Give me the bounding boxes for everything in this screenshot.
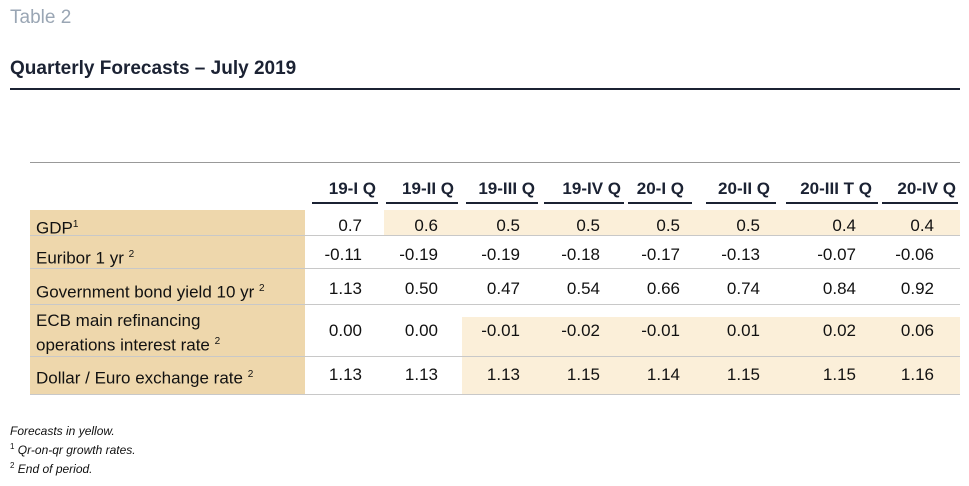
header-underline: [544, 202, 624, 204]
table-title: Quarterly Forecasts – July 2019: [10, 58, 297, 79]
cell-dollar-euro-20-iii-t-q: 1.15: [822, 365, 856, 384]
cell-ecb-rate-20-iv-q: 0.06: [900, 321, 934, 340]
cell-euribor-19-iv-q: -0.18: [561, 245, 600, 264]
row-divider: [30, 304, 960, 305]
header-underline: [466, 202, 538, 204]
cell-dollar-euro-19-i-q: 1.13: [328, 365, 362, 384]
cell-bond-yield-20-ii-q: 0.74: [726, 279, 760, 298]
cell-ecb-rate-19-ii-q: 0.00: [404, 321, 438, 340]
header-underline: [312, 202, 378, 204]
cell-euribor-20-iii-t-q: -0.07: [817, 245, 856, 264]
forecast-highlight: [384, 210, 960, 235]
cell-dollar-euro-20-ii-q: 1.15: [726, 365, 760, 384]
table-top-rule: [30, 162, 960, 163]
title-divider: [10, 88, 960, 90]
note-end-of-period: 2 End of period.: [10, 461, 93, 476]
cell-ecb-rate-20-i-q: -0.01: [641, 321, 680, 340]
column-header-19-iv-q: 19-IV Q: [562, 179, 621, 198]
cell-euribor-19-ii-q: -0.19: [399, 245, 438, 264]
table-notes: Forecasts in yellow. 1 Qr-on-qr growth r…: [10, 424, 136, 477]
column-header-20-iv-q: 20-IV Q: [897, 179, 956, 198]
header-underline: [882, 202, 958, 204]
cell-dollar-euro-19-iii-q: 1.13: [486, 365, 520, 384]
cell-ecb-rate-20-iii-t-q: 0.02: [822, 321, 856, 340]
cell-bond-yield-19-iv-q: 0.54: [566, 279, 600, 298]
cell-euribor-19-i-q: -0.11: [324, 245, 363, 264]
row-label-dollar-euro: Dollar / Euro exchange rate 2: [36, 368, 254, 388]
cell-bond-yield-20-iv-q: 0.92: [900, 279, 934, 298]
column-header-19-ii-q: 19-II Q: [402, 179, 454, 198]
row-label-column: [30, 210, 305, 394]
column-header-19-i-q: 19-I Q: [328, 179, 376, 198]
cell-gdp-20-ii-q: 0.5: [736, 216, 760, 235]
table-number-label: Table 2: [10, 7, 72, 28]
row-divider: [30, 394, 960, 395]
cell-gdp-20-iv-q: 0.4: [910, 216, 934, 235]
cell-dollar-euro-19-iv-q: 1.15: [566, 365, 600, 384]
row-label-bond-yield: Government bond yield 10 yr 2: [36, 282, 265, 302]
cell-gdp-19-i-q: 0.7: [338, 216, 362, 235]
cell-euribor-20-iv-q: -0.06: [895, 245, 934, 264]
cell-dollar-euro-19-ii-q: 1.13: [404, 365, 438, 384]
cell-ecb-rate-19-i-q: 0.00: [328, 321, 362, 340]
forecast-highlight: [462, 317, 960, 394]
cell-bond-yield-20-i-q: 0.66: [646, 279, 680, 298]
cell-bond-yield-20-iii-t-q: 0.84: [822, 279, 856, 298]
header-underline: [786, 202, 878, 204]
column-header-20-iii-t-q: 20-III T Q: [800, 179, 872, 198]
header-underline: [386, 202, 458, 204]
note-forecasts: Forecasts in yellow.: [10, 424, 115, 438]
cell-gdp-20-i-q: 0.5: [656, 216, 680, 235]
row-divider: [30, 268, 960, 269]
cell-euribor-20-i-q: -0.17: [641, 245, 680, 264]
column-header-20-i-q: 20-I Q: [636, 179, 684, 198]
cell-euribor-20-ii-q: -0.13: [721, 245, 760, 264]
row-label-ecb-rate: ECB main refinancing operations interest …: [36, 311, 221, 355]
header-underline: [628, 202, 692, 204]
header-underline: [706, 202, 776, 204]
column-header-19-iii-q: 19-III Q: [478, 179, 535, 198]
row-divider: [30, 356, 960, 357]
cell-bond-yield-19-i-q: 1.13: [328, 279, 362, 298]
row-label-euribor: Euribor 1 yr 2: [36, 248, 135, 268]
cell-ecb-rate-19-iv-q: -0.02: [561, 321, 600, 340]
cell-ecb-rate-20-ii-q: 0.01: [726, 321, 760, 340]
note-growth-rates: 1 Qr-on-qr growth rates.: [10, 442, 136, 457]
cell-gdp-19-iv-q: 0.5: [576, 216, 600, 235]
cell-ecb-rate-19-iii-q: -0.01: [481, 321, 520, 340]
cell-gdp-19-ii-q: 0.6: [414, 216, 438, 235]
row-divider: [30, 235, 960, 236]
row-label-gdp: GDP1: [36, 218, 79, 238]
cell-gdp-19-iii-q: 0.5: [496, 216, 520, 235]
column-header-20-ii-q: 20-II Q: [718, 179, 770, 198]
cell-dollar-euro-20-i-q: 1.14: [646, 365, 680, 384]
cell-gdp-20-iii-t-q: 0.4: [832, 216, 856, 235]
cell-bond-yield-19-ii-q: 0.50: [404, 279, 438, 298]
cell-euribor-19-iii-q: -0.19: [481, 245, 520, 264]
cell-dollar-euro-20-iv-q: 1.16: [900, 365, 934, 384]
cell-bond-yield-19-iii-q: 0.47: [486, 279, 520, 298]
